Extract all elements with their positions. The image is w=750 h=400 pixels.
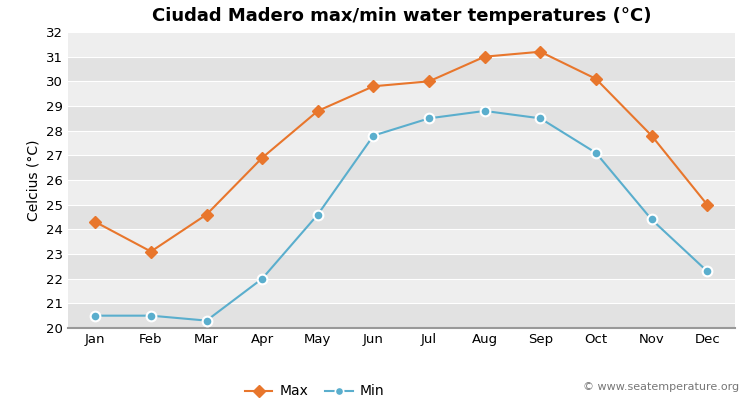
Max: [146, 249, 155, 254]
Min: [369, 133, 378, 138]
Line: Max: Max: [92, 48, 711, 256]
Min: [592, 150, 601, 155]
Legend: Max, Min: Max, Min: [239, 379, 390, 400]
Max: [202, 212, 211, 217]
Bar: [68, 303, 735, 328]
Bar: [68, 81, 735, 106]
Bar: [68, 155, 735, 180]
Max: [424, 79, 433, 84]
Max: [369, 84, 378, 89]
Min: [314, 212, 322, 217]
Min: [536, 116, 544, 121]
Max: [480, 54, 489, 59]
Min: [703, 269, 712, 274]
Min: [258, 276, 267, 281]
Max: [647, 133, 656, 138]
Bar: [68, 229, 735, 254]
Bar: [68, 180, 735, 205]
Max: [592, 76, 601, 81]
Min: [424, 116, 433, 121]
Bar: [68, 57, 735, 81]
Bar: [68, 32, 735, 57]
Bar: [68, 106, 735, 131]
Max: [258, 156, 267, 160]
Min: [91, 313, 100, 318]
Bar: [68, 205, 735, 229]
Bar: [68, 279, 735, 303]
Bar: [68, 254, 735, 279]
Text: © www.seatemperature.org: © www.seatemperature.org: [583, 382, 739, 392]
Title: Ciudad Madero max/min water temperatures (°C): Ciudad Madero max/min water temperatures…: [152, 7, 651, 25]
Y-axis label: Celcius (°C): Celcius (°C): [26, 139, 40, 221]
Max: [536, 49, 544, 54]
Max: [91, 220, 100, 224]
Min: [647, 217, 656, 222]
Line: Min: Min: [91, 106, 712, 326]
Max: [314, 108, 322, 113]
Min: [202, 318, 211, 323]
Bar: [68, 131, 735, 155]
Min: [146, 313, 155, 318]
Min: [480, 108, 489, 113]
Max: [703, 202, 712, 207]
